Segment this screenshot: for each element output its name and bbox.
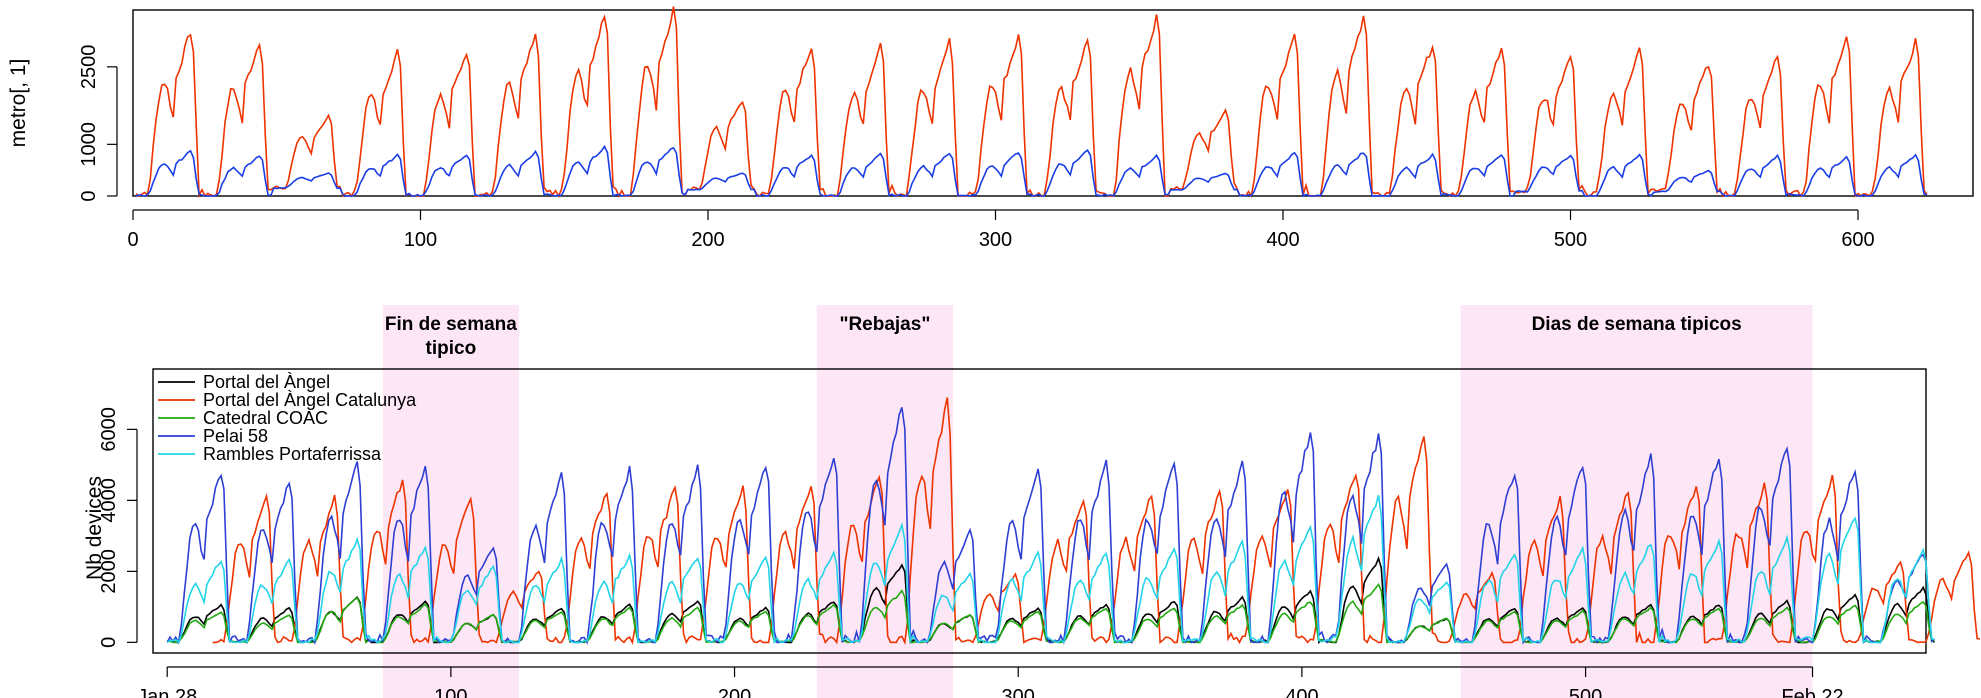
bottom-x-tick-label: 300 — [1002, 686, 1035, 698]
top-series-line-1 — [135, 144, 1928, 198]
legend-entry: Rambles Portaferrissa — [203, 444, 382, 464]
bottom-x-tick-label: Jan 28 — [137, 686, 197, 698]
top-y-axis: 0 1000 2500 — [78, 45, 118, 202]
highlight-band-label: Dias de semana tipicos — [1532, 314, 1742, 335]
bottom-x-tick-label: 100 — [434, 686, 467, 698]
top-x-tick-label: 600 — [1841, 229, 1874, 251]
bottom-series-group — [166, 397, 1981, 646]
top-plot-frame — [132, 9, 1974, 197]
top-x-axis: 0 100 200 300 400 500 600 — [127, 209, 1875, 251]
bottom-x-tick-label: Feb 22 — [1781, 686, 1843, 698]
bottom-series-line-3 — [166, 407, 1936, 645]
legend-entry: Portal del Àngel — [203, 372, 330, 392]
bottom-y-tick-label: 0 — [98, 637, 120, 648]
highlight-band-label: "Rebajas" — [839, 314, 930, 335]
bottom-plot-frame — [152, 368, 1927, 654]
bottom-x-tick-label: 200 — [718, 686, 751, 698]
top-x-tick-label: 200 — [691, 229, 724, 251]
bottom-y-tick-label: 2000 — [98, 549, 120, 594]
highlight-band-label: tipico — [426, 338, 477, 359]
top-x-tick-label: 100 — [404, 229, 437, 251]
bottom-y-tick-label: 4000 — [98, 478, 120, 522]
top-x-tick-label: 300 — [979, 229, 1012, 251]
bottom-series-line-4 — [166, 495, 1935, 645]
legend-entry: Portal del Àngel Catalunya — [203, 390, 417, 410]
bottom-x-tick-label: 500 — [1569, 686, 1602, 698]
top-x-tick-label: 400 — [1266, 229, 1299, 251]
top-x-tick-label: 500 — [1554, 229, 1587, 251]
bottom-y-axis: 0 2000 4000 6000 — [98, 407, 138, 648]
top-series-group — [135, 6, 1928, 199]
bottom-y-tick-label: 6000 — [98, 407, 120, 452]
highlight-band-label: Fin de semana — [385, 314, 517, 335]
bottom-x-axis: Jan 28 100 200 300 400 500 Feb 22 — [137, 666, 1844, 698]
top-x-tick-label: 0 — [127, 229, 138, 251]
bottom-series-line-1 — [212, 397, 1981, 646]
legend-entry: Catedral COAC — [203, 408, 328, 428]
bottom-y-axis-title: Nb devices — [83, 476, 106, 580]
legend-entry: Pelai 58 — [203, 426, 268, 446]
bottom-panel: Fin de semana tipico "Rebajas" Dias de sema… — [83, 305, 1981, 698]
bottom-x-tick-label: 400 — [1285, 686, 1318, 698]
top-y-tick-label: 0 — [78, 190, 100, 201]
top-y-tick-label: 1000 — [78, 122, 100, 167]
top-y-tick-label: 2500 — [78, 45, 100, 90]
top-series-line-0 — [135, 6, 1928, 199]
top-y-axis-title: metro[, 1] — [7, 59, 30, 148]
top-panel: 0 1000 2500 0 100 200 300 400 500 600 metro[, 1] — [7, 6, 1974, 251]
